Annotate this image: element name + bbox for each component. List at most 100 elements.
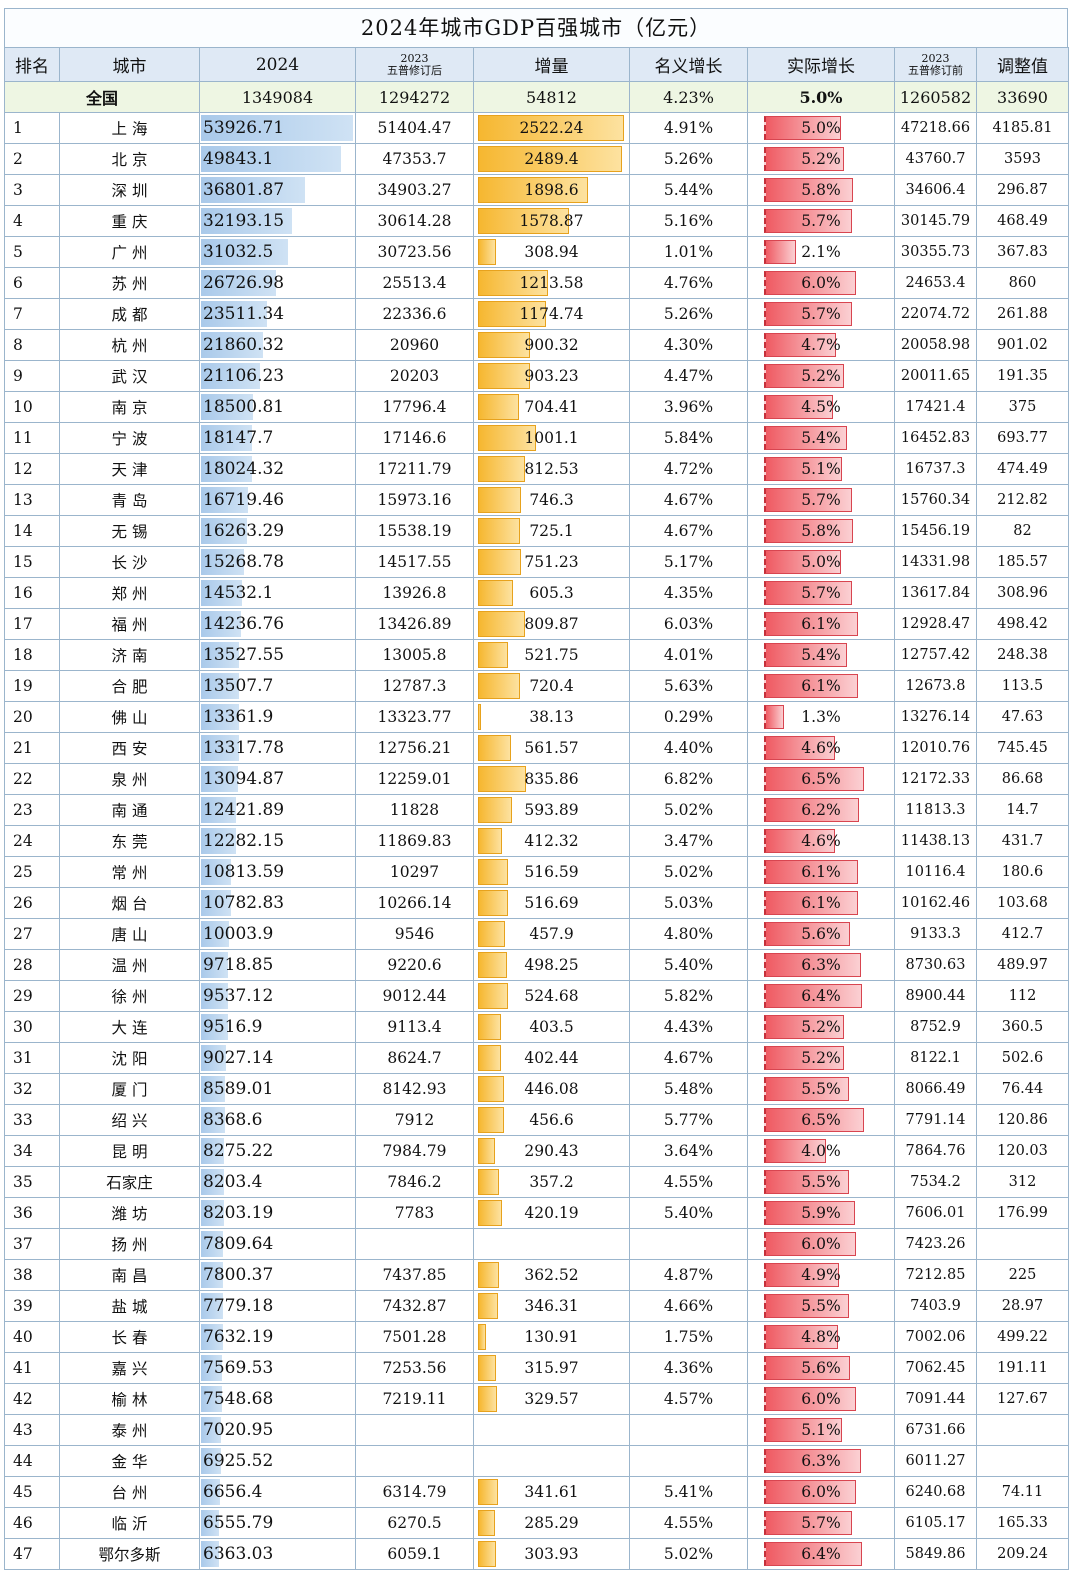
gdp2023-cell-value: 7984.79 <box>382 1142 447 1160</box>
increase-bar <box>478 673 520 699</box>
increase-cell-value: 516.69 <box>524 894 579 912</box>
rank-cell: 28 <box>4 949 60 981</box>
adjust-cell-value: 180.6 <box>1001 864 1044 880</box>
adjust-cell: 248.38 <box>976 639 1069 671</box>
nominal-cell-value: 4.87% <box>663 1266 714 1284</box>
increase-bar <box>478 115 624 141</box>
increase-bar <box>478 1386 497 1412</box>
rank-cell: 39 <box>4 1290 60 1322</box>
table-row: 24 东 莞 12282.15 11869.83 412.32 3.47% 4.6% 1143… <box>4 825 1069 857</box>
gdp2024-cell: 9718.85 <box>199 949 356 981</box>
nominal-cell-value: 4.72% <box>663 460 714 478</box>
real-bar <box>764 519 853 543</box>
gdp2023-cell-value: 12756.21 <box>377 739 452 757</box>
gdp2023-cell-value: 11869.83 <box>377 832 452 850</box>
increase-cell-value: 521.75 <box>524 646 579 664</box>
pre-cell: 8122.1 <box>894 1042 977 1074</box>
nominal-cell-value: 5.77% <box>663 1111 714 1129</box>
city-cell: 昆 明 <box>59 1135 200 1167</box>
city-cell-value: 潍 坊 <box>111 1205 148 1223</box>
real-bar <box>764 1015 844 1039</box>
nominal-cell-value: 5.03% <box>663 894 714 912</box>
pre-cell: 9133.3 <box>894 918 977 950</box>
rank-cell-value: 33 <box>13 1111 33 1129</box>
gdp2023-cell-value: 20960 <box>389 336 440 354</box>
gdp-bar <box>201 611 241 637</box>
gdp2024-cell-value: 7779.18 <box>203 1296 274 1316</box>
pre-cell-value: 6011.27 <box>905 1453 966 1469</box>
adjust-cell: 225 <box>976 1259 1069 1291</box>
increase-cell: 1213.58 <box>473 267 630 299</box>
nominal-cell: 4.43% <box>629 1011 748 1043</box>
gdp2024-cell-value: 7800.37 <box>203 1265 274 1285</box>
gdp-bar <box>201 1014 228 1040</box>
gdp-bar <box>201 1045 226 1071</box>
gdp-bar <box>201 1355 222 1381</box>
gdp2023-cell: 22336.6 <box>355 298 474 330</box>
nominal-cell-value: 4.67% <box>663 1049 714 1067</box>
adjust-cell-value: 191.11 <box>997 1360 1048 1376</box>
gdp-bar <box>201 890 231 916</box>
real-cell: 5.0% <box>747 112 895 144</box>
pre-cell-value: 30145.79 <box>900 213 971 229</box>
gdp2024-cell-value: 6925.52 <box>203 1451 274 1471</box>
increase-cell: 1001.1 <box>473 422 630 454</box>
pre-cell: 10116.4 <box>894 856 977 888</box>
pre-cell: 13617.84 <box>894 577 977 609</box>
city-cell-value: 无 锡 <box>111 523 148 541</box>
table-row: 7 成 都 23511.34 22336.6 1174.74 5.26% 5.7% 22074… <box>4 298 1069 330</box>
city-cell: 台 州 <box>59 1476 200 1508</box>
nominal-cell: 4.80% <box>629 918 748 950</box>
city-cell: 嘉 兴 <box>59 1352 200 1384</box>
nominal-cell-value: 6.82% <box>663 770 714 788</box>
gdp2024-cell: 7569.53 <box>199 1352 356 1384</box>
adjust-cell-value: 209.24 <box>997 1546 1048 1562</box>
pre-cell-value: 17421.4 <box>905 399 966 415</box>
gdp2023-cell: 47353.7 <box>355 143 474 175</box>
nominal-cell-value: 5.26% <box>663 150 714 168</box>
city-cell-value: 常 州 <box>111 864 148 882</box>
city-cell: 潍 坊 <box>59 1197 200 1229</box>
real-cell: 6.2% <box>747 794 895 826</box>
real-bar <box>764 1108 864 1132</box>
nominal-cell-value: 4.67% <box>663 491 714 509</box>
increase-cell-value: 446.08 <box>524 1080 579 1098</box>
real-cell: 5.9% <box>747 1197 895 1229</box>
real-cell: 5.7% <box>747 205 895 237</box>
real-cell: 4.8% <box>747 1321 895 1353</box>
nominal-cell-value: 4.67% <box>663 522 714 540</box>
nominal-cell-value: 5.82% <box>663 987 714 1005</box>
rank-cell-value: 12 <box>13 460 33 478</box>
gdp2023-cell-value: 11828 <box>389 801 440 819</box>
gdp2023-cell: 11828 <box>355 794 474 826</box>
gdp2024-cell: 7020.95 <box>199 1414 356 1446</box>
gdp-bar <box>201 1448 221 1474</box>
gdp2024-cell: 36801.87 <box>199 174 356 206</box>
gdp2023-cell-value: 30723.56 <box>377 243 452 261</box>
city-cell: 厦 门 <box>59 1073 200 1105</box>
real-bar <box>764 333 836 357</box>
pre-cell: 14331.98 <box>894 546 977 578</box>
real-cell-value: 5.8% <box>801 522 841 540</box>
gdp2024-cell: 8368.6 <box>199 1104 356 1136</box>
table-row: 38 南 昌 7800.37 7437.85 362.52 4.87% 4.9% 7212.8… <box>4 1259 1069 1291</box>
gdp2024-cell-value: 9537.12 <box>203 986 274 1006</box>
table-row: 13 青 岛 16719.46 15973.16 746.3 4.67% 5.7% 15760… <box>4 484 1069 516</box>
real-bar <box>764 364 844 388</box>
gdp2023-cell <box>355 1414 474 1446</box>
real-cell-value: 2.1% <box>801 243 841 261</box>
adjust-cell-value: 103.68 <box>997 895 1048 911</box>
city-cell: 长 春 <box>59 1321 200 1353</box>
increase-cell: 2489.4 <box>473 143 630 175</box>
nominal-cell-value: 3.96% <box>663 398 714 416</box>
gdp2023-cell-value: 6270.5 <box>387 1514 442 1532</box>
adjust-cell <box>976 1228 1069 1260</box>
increase-cell-value: 362.52 <box>524 1266 579 1284</box>
increase-bar <box>478 1541 496 1567</box>
city-cell: 重 庆 <box>59 205 200 237</box>
gdp2023-cell: 51404.47 <box>355 112 474 144</box>
rank-cell: 26 <box>4 887 60 919</box>
city-cell-value: 榆 林 <box>111 1391 148 1409</box>
pre-cell: 7403.9 <box>894 1290 977 1322</box>
rank-cell-value: 22 <box>13 770 33 788</box>
